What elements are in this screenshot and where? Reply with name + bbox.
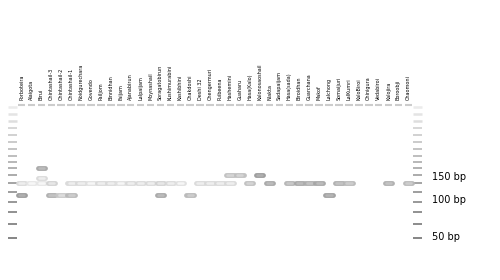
Text: Alaigota: Alaigota [29, 80, 34, 100]
Text: Porboteira: Porboteira [19, 75, 24, 100]
Text: Biroidhan: Biroidhan [297, 77, 302, 100]
Text: Hasa(sada): Hasa(sada) [287, 73, 292, 100]
Text: Kalonosaoshail: Kalonosaoshail [257, 64, 262, 100]
Text: Puibeena: Puibeena [218, 78, 222, 100]
Text: Lalpaijam: Lalpaijam [138, 76, 143, 100]
Text: 150 bp: 150 bp [432, 172, 466, 182]
Text: Chintashail-1: Chintashail-1 [68, 68, 73, 100]
Text: Sadapaijam: Sadapaijam [277, 71, 282, 100]
Text: Binnidhan: Binnidhan [108, 76, 114, 100]
Text: Soragatobirun: Soragatobirun [158, 65, 163, 100]
Text: Guaharu: Guaharu [238, 79, 242, 100]
Text: Chengermuri: Chengermuri [208, 68, 212, 100]
Text: Faijam: Faijam [118, 84, 124, 100]
Text: Hasa(Kalo): Hasa(Kalo) [247, 74, 252, 100]
Text: KaloBiroi: KaloBiroi [356, 79, 362, 100]
Text: Vedabiroi: Vedabiroi [376, 77, 381, 100]
Text: Birui: Birui [39, 89, 44, 100]
Text: 100 bp: 100 bp [432, 195, 466, 205]
Text: Pailjom: Pailjom [98, 83, 103, 100]
Text: Noidgurechara: Noidgurechara [78, 64, 84, 100]
Text: Lalchong: Lalchong [326, 78, 332, 100]
Text: Kashibhini: Kashibhini [178, 75, 183, 100]
Text: Makof: Makof [316, 85, 322, 100]
Text: Deshi 32: Deshi 32 [198, 79, 202, 100]
Text: Chaomoni: Chaomoni [406, 75, 411, 100]
Text: Chintashail-3: Chintashail-3 [49, 68, 54, 100]
Text: Somaijuri: Somaijuri [336, 77, 342, 100]
Text: 50 bp: 50 bp [432, 232, 460, 242]
Text: Niakta: Niakta [267, 84, 272, 100]
Text: Ajanabirun: Ajanabirun [128, 73, 133, 100]
Text: Chinigura: Chinigura [366, 76, 371, 100]
Text: Chakdoshi: Chakdoshi [188, 75, 192, 100]
Text: Govendo: Govendo [88, 78, 94, 100]
Text: Boroobji: Boroobji [396, 80, 401, 100]
Text: Chintashail-2: Chintashail-2 [59, 68, 64, 100]
Text: Guarchana: Guarchana [306, 73, 312, 100]
Text: LalKumri: LalKumri [346, 79, 352, 100]
Text: Kushimurabini: Kushimurabini [168, 65, 173, 100]
Text: Moynashail: Moynashail [148, 73, 153, 100]
Text: Hashemini: Hashemini [228, 74, 232, 100]
Text: Kalojira: Kalojira [386, 82, 391, 100]
